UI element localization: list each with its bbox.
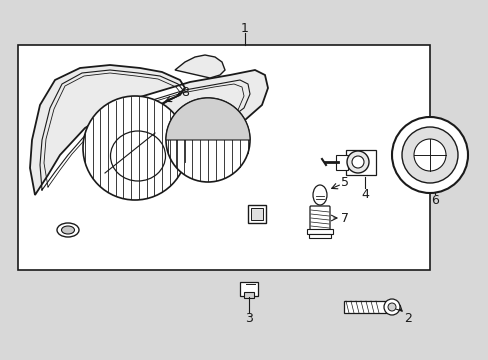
Circle shape (401, 127, 457, 183)
Polygon shape (175, 55, 224, 78)
Circle shape (387, 303, 395, 311)
Circle shape (165, 98, 249, 182)
Bar (240, 282, 258, 296)
Text: 4: 4 (360, 189, 368, 202)
Text: 6: 6 (430, 194, 438, 207)
Ellipse shape (61, 226, 74, 234)
Text: 7: 7 (340, 211, 348, 225)
Bar (306, 229, 332, 234)
Bar (18, 45, 429, 270)
Ellipse shape (312, 185, 326, 205)
Text: 2: 2 (403, 311, 411, 324)
FancyBboxPatch shape (309, 206, 329, 233)
Text: 5: 5 (340, 175, 348, 189)
Bar (250, 208, 263, 220)
Circle shape (83, 96, 186, 200)
Circle shape (383, 299, 399, 315)
Circle shape (391, 117, 467, 193)
Ellipse shape (57, 223, 79, 237)
Polygon shape (30, 65, 267, 195)
Bar (343, 301, 385, 313)
Text: 1: 1 (241, 22, 248, 35)
Circle shape (346, 151, 368, 173)
Bar (308, 234, 330, 238)
Text: 3: 3 (244, 311, 252, 324)
Bar (335, 155, 347, 170)
Circle shape (351, 156, 363, 168)
Circle shape (413, 139, 445, 171)
Bar (346, 150, 375, 175)
Bar (244, 292, 253, 298)
Text: 8: 8 (181, 85, 189, 99)
Wedge shape (165, 98, 249, 140)
Bar (247, 205, 265, 223)
